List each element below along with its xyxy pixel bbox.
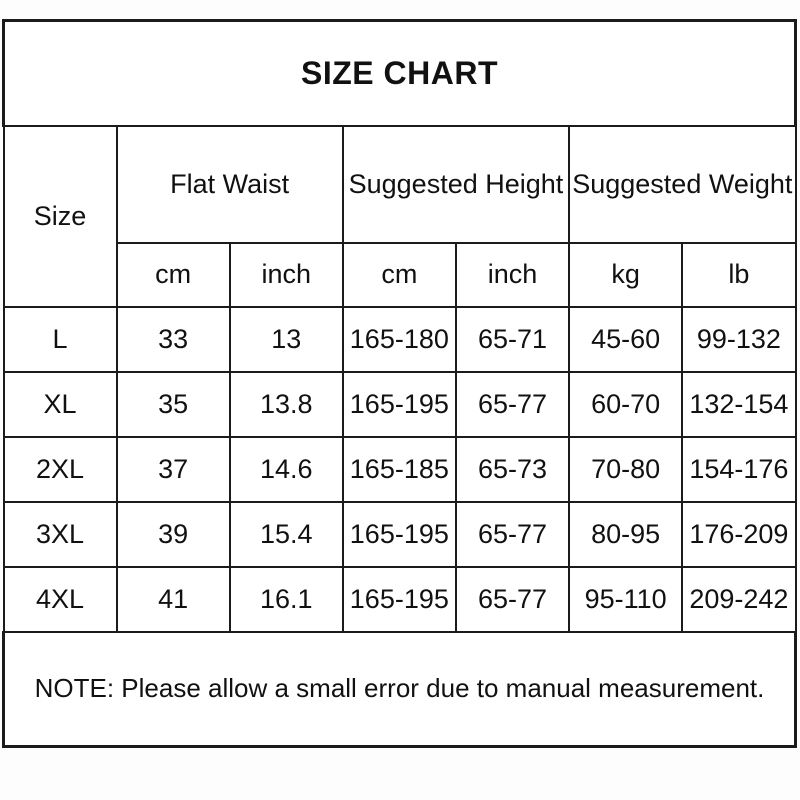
measurement-note: NOTE: Please allow a small error due to … bbox=[2, 630, 797, 748]
header-flat-waist: Flat Waist bbox=[115, 124, 344, 244]
data-cell: 165-180 bbox=[341, 305, 457, 373]
data-cell: 33 bbox=[115, 305, 231, 373]
data-cell: 165-195 bbox=[341, 565, 457, 633]
data-cell: 45-60 bbox=[568, 305, 684, 373]
header-group-row: Size Flat Waist Suggested Height Suggest… bbox=[2, 124, 797, 308]
data-cell: 165-185 bbox=[341, 435, 457, 503]
size-cell: 2XL bbox=[2, 435, 118, 503]
data-cell: 13.8 bbox=[228, 370, 344, 438]
data-cell: 95-110 bbox=[568, 565, 684, 633]
data-cell: 41 bbox=[115, 565, 231, 633]
header-suggested-height: Suggested Height bbox=[341, 124, 571, 244]
table-row-2xl: 2XL 37 14.6 165-185 65-73 70-80 154-176 bbox=[2, 435, 797, 503]
data-cell: 37 bbox=[115, 435, 231, 503]
data-cell: 65-77 bbox=[454, 370, 571, 438]
unit-waist-inch: inch bbox=[228, 241, 344, 308]
data-cell: 16.1 bbox=[228, 565, 344, 633]
table-row-xl: XL 35 13.8 165-195 65-77 60-70 132-154 bbox=[2, 370, 797, 438]
data-cell: 35 bbox=[115, 370, 231, 438]
title-row: SIZE CHART bbox=[2, 19, 797, 127]
data-cell: 165-195 bbox=[341, 370, 457, 438]
unit-weight-lb: lb bbox=[681, 241, 797, 308]
header-unit-row: cm inch cm inch kg lb bbox=[4, 241, 797, 308]
data-cell: 99-132 bbox=[681, 305, 797, 373]
size-chart-container: SIZE CHART Size Flat Waist Suggested Hei… bbox=[2, 19, 797, 748]
unit-height-cm: cm bbox=[341, 241, 457, 308]
data-cell: 65-73 bbox=[454, 435, 571, 503]
unit-weight-kg: kg bbox=[568, 241, 684, 308]
unit-waist-cm: cm bbox=[115, 241, 231, 308]
data-cell: 39 bbox=[115, 500, 231, 568]
data-cell: 176-209 bbox=[681, 500, 797, 568]
data-cell: 132-154 bbox=[681, 370, 797, 438]
page-title: SIZE CHART bbox=[2, 19, 797, 127]
size-chart-table: SIZE CHART Size Flat Waist Suggested Hei… bbox=[2, 19, 797, 748]
data-cell: 80-95 bbox=[568, 500, 684, 568]
data-cell: 65-77 bbox=[454, 565, 571, 633]
data-cell: 165-195 bbox=[341, 500, 457, 568]
note-row: NOTE: Please allow a small error due to … bbox=[2, 630, 797, 748]
data-cell: 70-80 bbox=[568, 435, 684, 503]
table-row-4xl: 4XL 41 16.1 165-195 65-77 95-110 209-242 bbox=[2, 565, 797, 633]
data-cell: 60-70 bbox=[568, 370, 684, 438]
header-suggested-weight: Suggested Weight bbox=[568, 124, 797, 244]
unit-height-inch: inch bbox=[454, 241, 571, 308]
size-cell: XL bbox=[2, 370, 118, 438]
data-cell: 13 bbox=[228, 305, 344, 373]
size-cell: 3XL bbox=[2, 500, 118, 568]
header-size: Size bbox=[2, 124, 118, 308]
data-cell: 14.6 bbox=[228, 435, 344, 503]
data-cell: 65-77 bbox=[454, 500, 571, 568]
table-row-l: L 33 13 165-180 65-71 45-60 99-132 bbox=[2, 305, 797, 373]
data-cell: 154-176 bbox=[681, 435, 797, 503]
data-cell: 15.4 bbox=[228, 500, 344, 568]
size-cell: L bbox=[2, 305, 118, 373]
table-row-3xl: 3XL 39 15.4 165-195 65-77 80-95 176-209 bbox=[2, 500, 797, 568]
data-cell: 65-71 bbox=[454, 305, 571, 373]
data-cell: 209-242 bbox=[681, 565, 797, 633]
size-cell: 4XL bbox=[2, 565, 118, 633]
